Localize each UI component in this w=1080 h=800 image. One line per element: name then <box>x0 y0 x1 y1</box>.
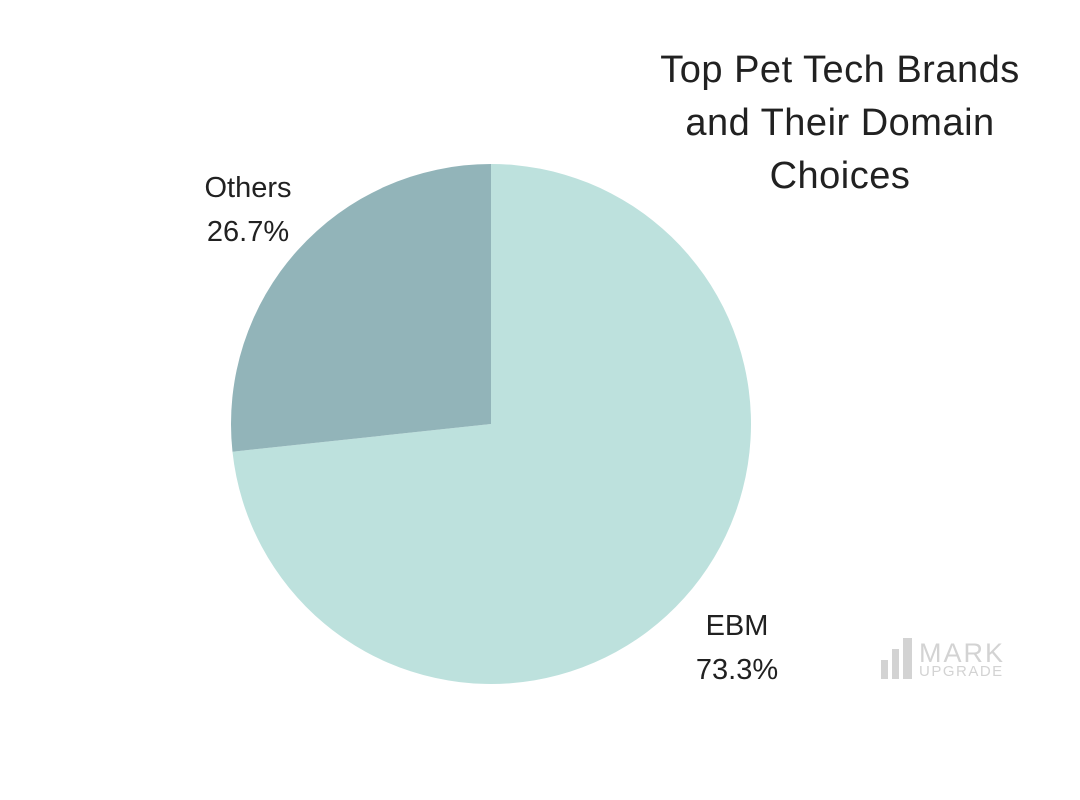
watermark-text: MARK UPGRADE <box>919 638 1006 680</box>
slice-label-others-pct: 26.7% <box>206 216 290 248</box>
slice-label-ebm-pct: 73.3% <box>695 654 779 686</box>
watermark-brand-top: MARK <box>919 638 1006 668</box>
watermark-brand-bottom: UPGRADE <box>919 663 1004 680</box>
chart-title: Top Pet Tech Brands and Their Domain Cho… <box>615 44 1065 203</box>
pie-slice-ebm <box>232 164 751 684</box>
chart-title-line-3: Choices <box>769 155 911 197</box>
slice-label-others: Others 26.7% <box>148 166 348 254</box>
slice-label-ebm-name: EBM <box>705 610 769 642</box>
bar-chart-icon <box>881 638 916 679</box>
chart-title-line-2: and Their Domain <box>685 102 995 144</box>
pie-slice-others <box>230 164 491 452</box>
chart-title-line-1: Top Pet Tech Brands <box>660 49 1020 91</box>
watermark-logo: MARK UPGRADE <box>881 638 1005 679</box>
slice-label-others-name: Others <box>204 172 292 204</box>
slice-label-ebm: EBM 73.3% <box>637 604 837 692</box>
